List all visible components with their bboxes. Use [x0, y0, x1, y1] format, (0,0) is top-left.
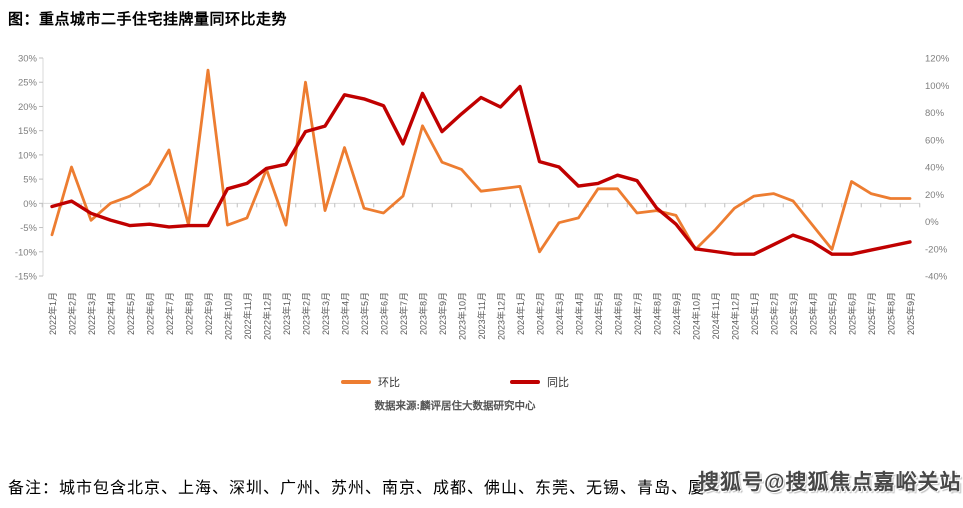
x-axis-label: 2022年12月 [262, 292, 273, 340]
x-axis-label: 2023年6月 [379, 292, 390, 335]
x-axis-label: 2023年2月 [301, 292, 312, 335]
x-axis-label: 2024年2月 [535, 292, 546, 335]
x-axis-label: 2024年11月 [710, 292, 721, 339]
data-source-text: 数据来源:麟评居住大数据研究中心 [374, 401, 536, 412]
x-axis-label: 2023年12月 [496, 292, 507, 340]
legend-item-mom: 环比 [341, 374, 400, 390]
series-line-mom [50, 68, 912, 254]
x-axis-label: 2025年1月 [749, 292, 760, 335]
x-axis-label: 2022年2月 [67, 292, 78, 335]
x-axis-label: 2022年3月 [86, 292, 97, 335]
legend-swatch-yoy [510, 380, 540, 384]
x-axis-label: 2024年8月 [652, 292, 663, 335]
x-axis-label: 2024年7月 [632, 292, 643, 335]
left-axis-label: 5% [23, 175, 37, 186]
right-axis-label: 80% [925, 108, 945, 119]
x-axis-label: 2022年1月 [47, 292, 58, 335]
x-axis-label: 2025年3月 [788, 292, 799, 335]
x-axis-label: 2022年6月 [145, 292, 156, 335]
x-axis-label: 2022年5月 [125, 292, 136, 335]
left-axis-label: 0% [23, 199, 37, 210]
left-axis-label: 25% [18, 78, 38, 89]
left-axis-label: 30% [18, 54, 38, 65]
right-axis-label: -40% [925, 272, 948, 283]
x-axis-label: 2023年10月 [457, 292, 468, 340]
right-axis-label: 60% [925, 135, 945, 146]
left-axis-label: 20% [18, 102, 38, 113]
chart-legend: 环比 同比 [0, 374, 910, 390]
right-axis-label: 0% [925, 217, 939, 228]
x-axis-label: 2023年4月 [340, 292, 351, 335]
x-axis-label: 2025年8月 [886, 292, 897, 335]
x-axis-label: 2024年6月 [613, 292, 624, 335]
x-axis-label: 2024年10月 [691, 292, 702, 340]
x-axis-label: 2022年7月 [164, 292, 175, 335]
legend-label-mom: 环比 [378, 377, 400, 389]
x-axis-label: 2022年9月 [203, 292, 214, 335]
chart-svg: 30% 25% 20% 15% 10% 5% 0% -5% -10% -15% 120% 100% 80… [15, 54, 950, 341]
x-axis-label: 2025年4月 [808, 292, 819, 335]
right-axis-label: 40% [925, 163, 945, 174]
x-axis-label: 2023年5月 [359, 292, 370, 335]
series-line-yoy [50, 84, 912, 256]
x-axis-label: 2024年1月 [515, 292, 526, 335]
x-axis-label: 2024年5月 [593, 292, 604, 335]
x-axis-label: 2025年7月 [866, 292, 877, 335]
left-axis-label: -5% [20, 223, 37, 234]
left-axis-label: -15% [15, 272, 38, 283]
x-axis-label: 2022年8月 [184, 292, 195, 335]
right-axis-label: 20% [925, 190, 945, 201]
footnote-text: 备注：城市包含北京、上海、深圳、广州、苏州、南京、成都、佛山、东莞、无锡、青岛、… [8, 480, 706, 497]
x-axis-label: 2023年11月 [476, 292, 487, 339]
x-axis-label: 2025年6月 [847, 292, 858, 335]
legend-swatch-mom [341, 380, 371, 384]
x-axis-label: 2023年8月 [418, 292, 429, 335]
left-axis-label: 10% [18, 150, 38, 161]
left-axis-label: 15% [18, 126, 38, 137]
watermark-text: 搜狐号@搜狐焦点嘉峪关站 [698, 471, 962, 494]
x-axis-label: 2023年3月 [320, 292, 331, 335]
x-axis-label: 2025年5月 [827, 292, 838, 335]
x-axis-label: 2024年12月 [730, 292, 741, 340]
x-axis-label: 2022年10月 [223, 292, 234, 340]
x-axis-label: 2024年3月 [554, 292, 565, 335]
legend-label-yoy: 同比 [547, 377, 569, 389]
right-axis-label: -20% [925, 244, 948, 255]
right-axis-label: 100% [925, 81, 950, 92]
x-axis-label: 2025年9月 [905, 292, 916, 335]
left-axis-label: -10% [15, 247, 38, 258]
right-axis-label: 120% [925, 54, 950, 65]
x-axis-label: 2025年2月 [769, 292, 780, 335]
x-axis-label: 2023年7月 [398, 292, 409, 335]
x-axis-label: 2024年9月 [671, 292, 682, 335]
x-axis-label: 2022年11月 [242, 292, 253, 339]
x-axis-label: 2023年9月 [437, 292, 448, 335]
legend-item-yoy: 同比 [510, 374, 569, 390]
x-axis-label: 2024年4月 [574, 292, 585, 335]
chart-title: 图：重点城市二手住宅挂牌量同环比走势 [8, 12, 288, 28]
x-axis-label: 2023年1月 [281, 292, 292, 335]
x-axis-label: 2022年4月 [106, 292, 117, 335]
